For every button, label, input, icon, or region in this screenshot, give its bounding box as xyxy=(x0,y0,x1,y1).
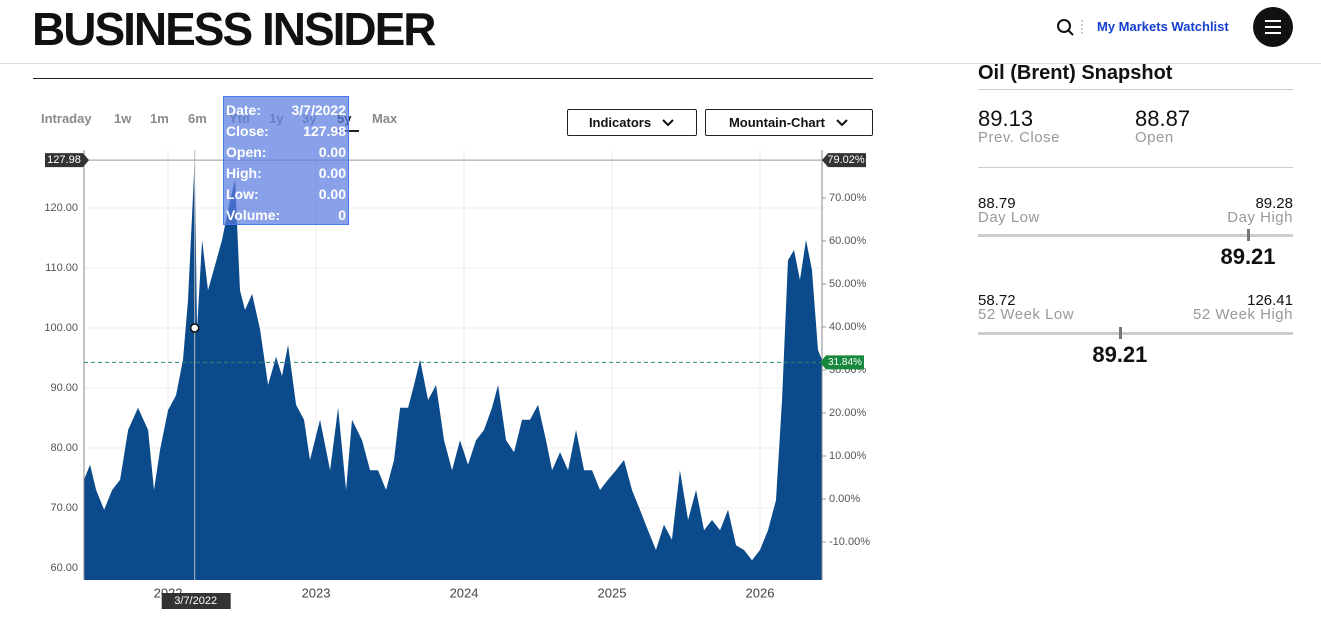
tooltip-value: 0.00 xyxy=(318,144,346,160)
y2-tick-label: 50.00% xyxy=(829,278,867,290)
y-tick-label: 120.00 xyxy=(44,202,78,214)
range-tab[interactable]: 1w xyxy=(114,111,132,126)
range-high: 126.41 xyxy=(1247,292,1293,309)
range-tab[interactable]: Max xyxy=(372,111,398,126)
high-flag xyxy=(45,153,89,168)
range-low: 88.79 xyxy=(978,195,1016,212)
tooltip-value: 3/7/2022 xyxy=(291,102,347,118)
divider xyxy=(978,167,1293,168)
search-icon[interactable] xyxy=(1055,16,1085,38)
range-tab[interactable]: 6m xyxy=(188,111,207,126)
chart-type-button[interactable]: Mountain-Chart xyxy=(705,109,873,136)
logo[interactable]: BUSINESS INSIDER xyxy=(32,3,437,55)
tooltip-row: Volume: 0 xyxy=(224,205,348,226)
tooltip-label: Volume: xyxy=(226,207,281,223)
tooltip-label: Low: xyxy=(226,186,259,202)
range-marker xyxy=(1247,229,1250,241)
snapshot-title: Oil (Brent) Snapshot xyxy=(978,62,1173,84)
range-tab[interactable]: Intraday xyxy=(41,111,92,126)
tooltip-row: Low: 0.00 xyxy=(224,184,348,205)
tooltip: Date: 3/7/2022 Close: 127.98 Open: 0.00 High: 0… xyxy=(223,96,349,225)
menu-button[interactable] xyxy=(1252,6,1294,48)
high-pct-label: 79.02% xyxy=(827,154,865,166)
tooltip-value: 0 xyxy=(338,207,346,223)
range-current: 89.21 xyxy=(1220,244,1276,269)
header-border xyxy=(0,63,1321,64)
range-low-label: 52 Week Low xyxy=(978,306,1075,323)
price-chart: 60.00 70.00 80.00 90.00 100.00 110.00 120.00 -1… xyxy=(44,150,870,609)
tooltip-row: Date: 3/7/2022 xyxy=(224,100,348,121)
x-tick-label: 2026 xyxy=(746,585,775,600)
y2-tick-label: 60.00% xyxy=(829,235,867,247)
high-pct-flag xyxy=(822,153,866,168)
y-tick-label: 70.00 xyxy=(50,502,78,514)
range-track xyxy=(978,234,1293,237)
y-tick-label: 110.00 xyxy=(45,262,78,274)
x-tick-label: 2025 xyxy=(598,585,627,600)
x-tick-label: 2023 xyxy=(302,585,331,600)
range-high-label: Day High xyxy=(1227,209,1293,226)
range-low-label: Day Low xyxy=(978,209,1040,226)
y2-tick-label: 70.00% xyxy=(829,192,867,204)
watchlist-link[interactable]: My Markets Watchlist xyxy=(1097,19,1229,34)
prev-close-label: Prev. Close xyxy=(978,129,1060,146)
range-current: 89.21 xyxy=(1092,342,1148,367)
last-pct-label: 31.84% xyxy=(828,357,862,368)
y-tick-label: 100.00 xyxy=(44,322,78,334)
price-area xyxy=(84,160,822,580)
tooltip-label: Date: xyxy=(226,102,262,118)
tooltip-label: High: xyxy=(226,165,262,181)
tooltip-label: Close: xyxy=(226,123,269,139)
y2-tick-label: 0.00% xyxy=(829,493,860,505)
range-high: 89.28 xyxy=(1255,195,1293,212)
tooltip-value: 127.98 xyxy=(303,123,346,139)
range-track xyxy=(978,332,1293,335)
y-tick-label: 90.00 xyxy=(50,382,78,394)
tooltip-value: 0.00 xyxy=(318,186,346,202)
tooltip-row: Close: 127.98 xyxy=(224,121,348,142)
crosshair-flag xyxy=(161,593,231,609)
range-low: 58.72 xyxy=(978,292,1016,309)
indicators-button[interactable]: Indicators xyxy=(567,109,697,136)
tooltip-row: High: 0.00 xyxy=(224,163,348,184)
divider xyxy=(978,89,1293,90)
crosshair-label: 3/7/2022 xyxy=(174,595,217,607)
open-value: 88.87 xyxy=(1135,106,1191,131)
chart-top-rule xyxy=(33,78,873,79)
open-label: Open xyxy=(1135,129,1174,146)
y2-tick-label: -10.00% xyxy=(829,536,870,548)
tooltip-label: Open: xyxy=(226,144,267,160)
prev-close-value: 89.13 xyxy=(978,106,1034,131)
tooltip-row: Open: 0.00 xyxy=(224,142,348,163)
high-flag-label: 127.98 xyxy=(47,154,81,166)
crosshair-marker xyxy=(189,323,200,333)
y-tick-label: 60.00 xyxy=(50,562,78,574)
range-high-label: 52 Week High xyxy=(1193,306,1293,323)
range-tab[interactable]: 1m xyxy=(150,111,169,126)
tooltip-value: 0.00 xyxy=(318,165,346,181)
y2-tick-label: 20.00% xyxy=(829,407,867,419)
y-tick-label: 80.00 xyxy=(50,442,78,454)
last-flag xyxy=(820,355,864,370)
y2-tick-label: 40.00% xyxy=(829,321,867,333)
x-tick-label: 2024 xyxy=(450,585,479,600)
range-marker xyxy=(1118,327,1122,339)
y2-tick-label: 10.00% xyxy=(829,450,867,462)
